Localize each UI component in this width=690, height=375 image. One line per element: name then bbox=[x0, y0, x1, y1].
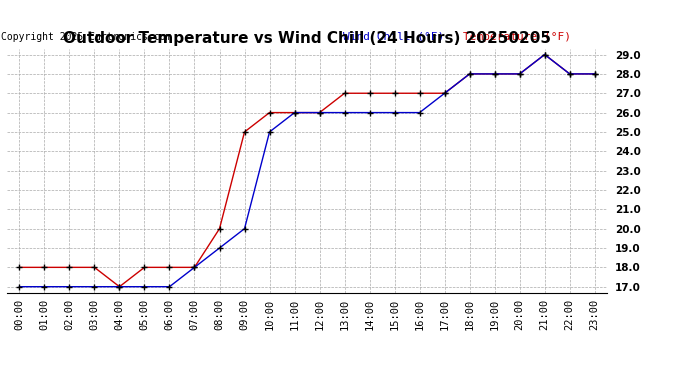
Text: Copyright 2025 Curtronics.com: Copyright 2025 Curtronics.com bbox=[1, 32, 171, 42]
Title: Outdoor Temperature vs Wind Chill (24 Hours) 20250205: Outdoor Temperature vs Wind Chill (24 Ho… bbox=[63, 31, 551, 46]
Text: Temperature (°F): Temperature (°F) bbox=[463, 32, 571, 42]
Text: Wind Chill (°F): Wind Chill (°F) bbox=[343, 32, 444, 42]
